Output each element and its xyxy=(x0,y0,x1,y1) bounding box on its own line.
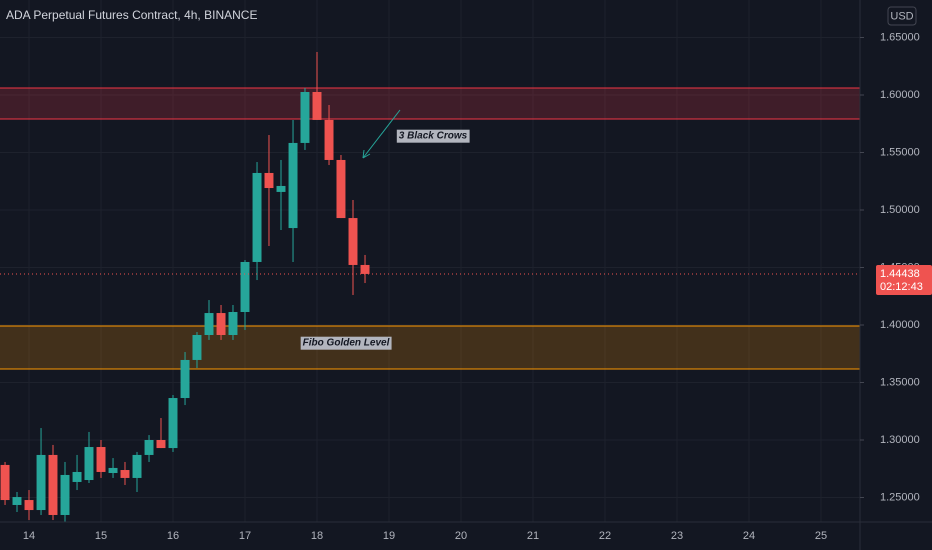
candle-body xyxy=(312,92,322,120)
candle-body xyxy=(348,218,358,265)
annotation-bg xyxy=(300,336,392,350)
x-tick-label: 18 xyxy=(311,530,323,542)
candle-body xyxy=(60,474,70,515)
zones xyxy=(0,0,860,522)
x-tick-label: 19 xyxy=(383,530,395,542)
candle-body xyxy=(120,470,130,478)
x-tick-label: 25 xyxy=(815,530,827,542)
candle-body xyxy=(12,497,22,505)
last-price-label: 1.44438 xyxy=(880,268,920,280)
y-tick-label: 1.30000 xyxy=(880,434,920,446)
y-tick-label: 1.65000 xyxy=(880,31,920,43)
candle-body xyxy=(36,454,46,511)
x-tick-label: 16 xyxy=(167,530,179,542)
x-tick-label: 24 xyxy=(743,530,755,542)
candle-body xyxy=(216,313,226,336)
x-tick-label: 15 xyxy=(95,530,107,542)
y-tick-label: 1.25000 xyxy=(880,491,920,503)
x-tick-label: 17 xyxy=(239,530,251,542)
currency: USD xyxy=(890,10,913,22)
candle-body xyxy=(228,312,238,336)
currency-box[interactable] xyxy=(887,6,917,26)
candle-body xyxy=(204,313,214,336)
x-tick-label: 21 xyxy=(527,530,539,542)
candle-body xyxy=(180,359,190,399)
candle-body xyxy=(168,398,178,449)
candle-body xyxy=(84,447,94,481)
candle-body xyxy=(276,185,286,192)
candle-body xyxy=(72,471,82,482)
candle-body xyxy=(132,454,142,478)
candle-body xyxy=(48,454,58,515)
candle-body xyxy=(0,464,10,501)
candle-body xyxy=(288,142,298,229)
countdown: 02:12:43 xyxy=(880,281,923,293)
candle-body xyxy=(240,261,250,313)
x-tick-label: 20 xyxy=(455,530,467,542)
zone xyxy=(0,326,860,370)
candle-body xyxy=(96,447,106,472)
candle-body xyxy=(264,172,274,189)
candle-body xyxy=(192,335,202,360)
x-tick-label: 22 xyxy=(599,530,611,542)
plot xyxy=(0,51,370,522)
candle-body xyxy=(336,159,346,219)
chart-title: ADA Perpetual Futures Contract, 4h, BINA… xyxy=(6,8,257,22)
annotation: Fibo Golden Level xyxy=(303,338,390,349)
arrow xyxy=(362,109,401,159)
candle-body xyxy=(24,500,34,511)
candle-body xyxy=(108,467,118,474)
y-tick-label: 1.55000 xyxy=(880,146,920,158)
y-tick-label: 1.40000 xyxy=(880,319,920,331)
zone xyxy=(0,87,860,120)
candle-body xyxy=(324,119,334,160)
arrow-head xyxy=(362,149,371,159)
y-tick-label: 1.60000 xyxy=(880,89,920,101)
candle-body xyxy=(360,264,370,274)
annotation-bg xyxy=(396,129,470,143)
candle-body xyxy=(252,172,262,262)
y-tick-label: 1.35000 xyxy=(880,376,920,388)
y-tick-label: 1.50000 xyxy=(880,204,920,216)
candle-body xyxy=(300,92,310,143)
x-tick-label: 14 xyxy=(23,530,35,542)
candle-body xyxy=(144,440,154,455)
candle-body xyxy=(156,440,166,449)
x-tick-label: 23 xyxy=(671,530,683,542)
last-price-box xyxy=(876,264,932,295)
annotation: 3 Black Crows xyxy=(399,131,468,142)
